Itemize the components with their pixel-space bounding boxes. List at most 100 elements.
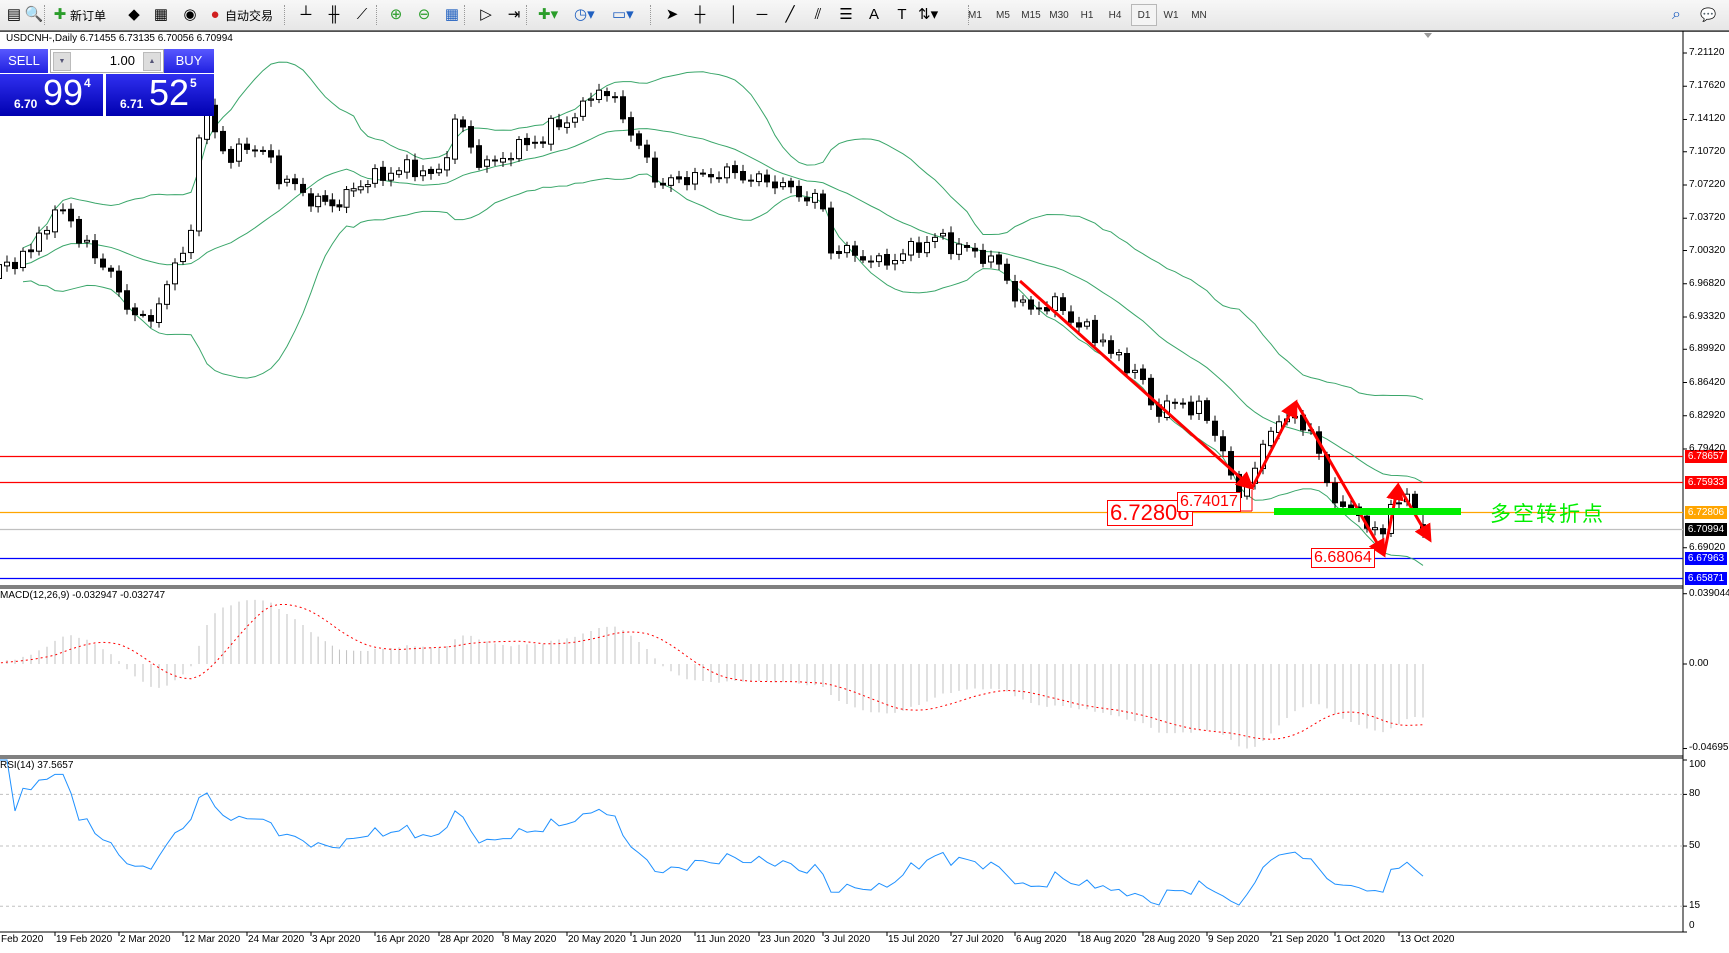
candle [1212, 415, 1218, 442]
candle-body [508, 158, 514, 161]
lot-decrease-icon[interactable]: ▼ [53, 52, 71, 71]
candle [244, 137, 250, 154]
candle-body [500, 157, 506, 163]
line-chart-icon[interactable]: ⟋ [352, 4, 372, 26]
fibonacci-icon[interactable]: ☰ [836, 4, 856, 26]
timeframe-m15[interactable]: M15 [1021, 9, 1041, 21]
price-axis-label: 6.96820 [1689, 277, 1726, 289]
text-label-icon[interactable]: T [892, 4, 912, 26]
timeframe-m30[interactable]: M30 [1049, 9, 1069, 21]
data-window-icon[interactable]: ▦ [151, 4, 171, 26]
candle [100, 253, 106, 271]
text-icon[interactable]: A [864, 4, 884, 26]
arrows-dropdown-icon[interactable]: ⇅▾ [918, 4, 938, 26]
candle-body [76, 218, 82, 244]
candle-body [268, 150, 274, 158]
crosshair-icon[interactable]: ┼ [690, 4, 710, 26]
lot-size-input[interactable]: ▼ 1.00 ▲ [50, 49, 164, 73]
price-axis-label: 7.17620 [1689, 80, 1726, 92]
turning-point-text[interactable]: 多空转折点 [1490, 503, 1605, 526]
timeframe-h1[interactable]: H1 [1080, 9, 1094, 21]
zoom-out-icon[interactable]: ⊖ [414, 4, 434, 26]
candle [780, 177, 786, 190]
price-axis-label: 7.07220 [1689, 178, 1726, 190]
cursor-icon[interactable]: ➤ [662, 4, 682, 26]
candle-body [100, 258, 106, 268]
lot-increase-icon[interactable]: ▲ [143, 52, 161, 71]
indicators-dropdown-icon[interactable]: ✚▾ [538, 4, 558, 26]
candle-body [548, 117, 554, 145]
candle-body [972, 247, 978, 252]
new-order-button[interactable]: ✚ 新订单 [50, 4, 106, 26]
zoom-in-icon[interactable]: ⊕ [386, 4, 406, 26]
new-chart-icon[interactable]: ▤ [4, 4, 24, 26]
trend-arrow[interactable] [1019, 279, 1255, 490]
candle-body [452, 118, 458, 160]
toolbar-separator [44, 5, 47, 25]
horizontal-line-icon[interactable]: ─ [752, 4, 772, 26]
equidistant-channel-icon[interactable]: ⫽ [808, 4, 828, 26]
candle-body [164, 284, 170, 305]
timeframe-m5[interactable]: M5 [996, 9, 1010, 21]
chart-shift-icon: ⇥ [507, 6, 521, 23]
search-icon[interactable]: ⌕ [1672, 6, 1681, 23]
timeframe-m1[interactable]: M1 [968, 9, 982, 21]
chat-icon[interactable]: 💬 [1700, 7, 1717, 22]
timeframe-d1[interactable]: D1 [1131, 4, 1157, 26]
candle [268, 144, 274, 164]
candle-body [428, 168, 434, 174]
vertical-line-icon[interactable]: │ [724, 4, 744, 26]
trendline-icon[interactable]: ╱ [780, 4, 800, 26]
candle-body [1188, 401, 1194, 416]
trend-arrow[interactable] [1382, 482, 1404, 556]
templates-dropdown-icon[interactable]: ▭▾ [612, 4, 634, 26]
price-label-6-72806[interactable]: 6.72806 [1107, 500, 1193, 526]
tile-windows-icon[interactable]: ▦ [442, 4, 462, 26]
candlestick-icon[interactable]: ╫ [324, 4, 344, 26]
trend-arrow[interactable] [1250, 399, 1298, 489]
candle [732, 160, 738, 179]
candle [812, 188, 818, 209]
market-watch-icon: ◆ [128, 6, 140, 23]
candle [148, 309, 154, 328]
price-label-6-74017[interactable]: 6.74017 [1177, 492, 1241, 512]
timeframe-w1[interactable]: W1 [1163, 9, 1179, 21]
market-watch-icon[interactable]: ◆ [124, 4, 144, 26]
candle [236, 138, 242, 167]
buy-price-button[interactable]: 6.71 52 5 [106, 72, 214, 116]
level-price-label: 6.67963 [1685, 552, 1727, 565]
profiles-icon[interactable]: 🔍 [24, 4, 44, 26]
trend-arrow[interactable] [1294, 401, 1386, 558]
candle-body [436, 168, 442, 174]
lot-size-value[interactable]: 1.00 [109, 53, 135, 68]
trend-arrows[interactable] [1019, 279, 1461, 558]
sell-button[interactable]: SELL [0, 49, 48, 73]
candle-body [460, 119, 466, 128]
timeframe-mn[interactable]: MN [1191, 9, 1207, 21]
timeframe-h4[interactable]: H4 [1108, 9, 1122, 21]
text-icon: A [868, 6, 879, 23]
candle-body [684, 177, 690, 186]
auto-scroll-icon[interactable]: ▷ [476, 4, 496, 26]
candle-body [124, 290, 130, 310]
candle-body [692, 172, 698, 185]
price-label-6-68064[interactable]: 6.68064 [1311, 548, 1375, 568]
sell-price-button[interactable]: 6.70 99 4 [0, 72, 103, 116]
candle-body [652, 157, 658, 183]
bar-chart-icon[interactable]: ┴ [296, 4, 316, 26]
candle-body [620, 96, 626, 120]
support-zone-bar[interactable] [1274, 508, 1461, 515]
candle-body [292, 178, 298, 185]
candle [668, 174, 674, 193]
buy-button[interactable]: BUY [164, 49, 214, 73]
candle [860, 250, 866, 264]
periods-dropdown-icon[interactable]: ◷▾ [574, 4, 595, 26]
candle [804, 191, 810, 207]
auto-trading-button[interactable]: ● 自动交易 [205, 4, 273, 26]
navigator-icon[interactable]: ◉ [180, 4, 200, 26]
rsi-axis-label: 80 [1689, 788, 1701, 800]
chart-shift-icon[interactable]: ⇥ [504, 4, 524, 26]
candle [932, 233, 938, 249]
candle [828, 201, 834, 260]
